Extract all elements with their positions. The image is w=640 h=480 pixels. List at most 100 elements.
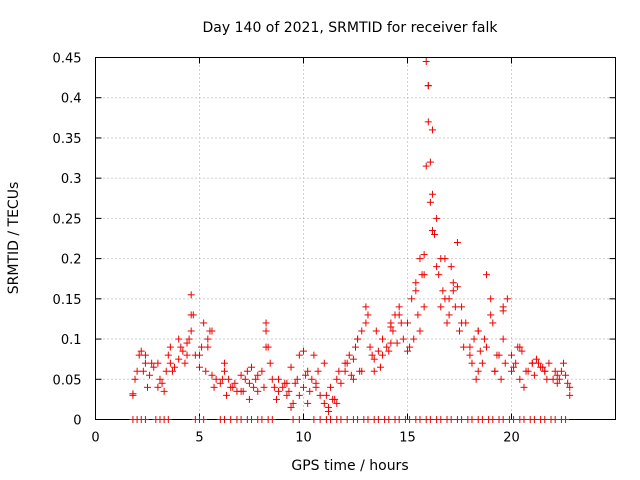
data-point: [133, 367, 141, 375]
data-point: [248, 416, 255, 423]
data-point: [306, 387, 314, 395]
data-point: [200, 319, 208, 327]
data-point: [131, 375, 139, 383]
data-point: [428, 126, 436, 134]
data-point: [268, 375, 276, 383]
data-point: [374, 347, 382, 355]
data-point: [250, 383, 258, 391]
data-point: [270, 383, 278, 391]
data-point: [379, 351, 387, 359]
data-point: [333, 399, 341, 407]
data-point: [171, 363, 179, 371]
data-point: [291, 379, 299, 387]
data-point: [175, 355, 183, 363]
data-point: [387, 339, 395, 347]
data-point: [428, 226, 436, 234]
data-point: [478, 359, 486, 367]
data-point: [300, 347, 307, 355]
data-point: [404, 319, 411, 327]
data-point: [424, 118, 432, 126]
data-point: [295, 391, 303, 399]
data-point: [177, 343, 185, 351]
data-point: [412, 279, 420, 287]
data-point: [443, 319, 451, 327]
data-point: [347, 371, 355, 379]
data-point: [553, 371, 561, 379]
data-point: [460, 343, 468, 351]
data-point: [327, 383, 335, 391]
data-point: [304, 367, 312, 375]
data-point: [310, 351, 318, 359]
data-point: [258, 416, 266, 423]
data-point: [426, 416, 434, 423]
data-point: [487, 311, 495, 319]
data-point: [275, 375, 283, 383]
data-point: [376, 363, 384, 371]
data-point: [562, 371, 570, 379]
data-point: [497, 375, 505, 383]
data-point: [499, 307, 507, 315]
data-point: [491, 367, 499, 375]
data-point: [335, 367, 343, 375]
data-point: [451, 303, 459, 311]
data-point: [395, 311, 403, 319]
data-point: [275, 387, 283, 395]
data-point: [449, 287, 457, 295]
data-point: [320, 359, 328, 367]
data-point: [487, 295, 495, 303]
data-point: [368, 351, 376, 359]
data-point: [289, 416, 297, 423]
data-point: [499, 416, 507, 423]
data-point: [154, 359, 162, 367]
data-point: [295, 416, 303, 423]
data-point: [139, 367, 147, 375]
y-tick-label: 0.15: [53, 293, 82, 308]
data-point: [187, 291, 195, 299]
data-point: [566, 383, 574, 391]
data-point: [141, 351, 149, 359]
data-point: [385, 347, 393, 355]
data-point: [148, 359, 156, 367]
data-point: [420, 303, 428, 311]
data-point: [364, 311, 372, 319]
y-tick-label: 0.45: [53, 52, 82, 67]
data-points: [129, 58, 574, 423]
data-point: [541, 416, 549, 423]
data-point: [406, 416, 414, 423]
y-axis-title: SRMTID / TECUs: [6, 182, 22, 295]
data-point: [503, 295, 511, 303]
plot-frame: [95, 57, 616, 420]
data-point: [424, 82, 432, 90]
data-point: [510, 416, 518, 423]
data-point: [237, 416, 245, 423]
data-point: [468, 416, 476, 423]
data-point: [449, 279, 457, 287]
data-point: [428, 190, 436, 198]
data-point: [254, 387, 262, 395]
data-point: [535, 359, 543, 367]
data-point: [150, 363, 158, 371]
data-point: [560, 359, 567, 367]
data-point: [508, 367, 515, 375]
data-point: [453, 239, 461, 247]
data-point: [416, 255, 424, 263]
data-point: [549, 375, 557, 383]
data-point: [458, 416, 466, 423]
data-point: [220, 359, 228, 367]
data-point: [187, 311, 195, 319]
data-point: [324, 403, 332, 411]
data-point: [370, 367, 378, 375]
data-point: [289, 399, 297, 407]
data-point: [431, 230, 439, 238]
data-point: [522, 367, 530, 375]
data-point: [245, 379, 253, 387]
data-point: [302, 371, 310, 379]
data-point: [385, 416, 393, 423]
data-point: [447, 263, 455, 271]
data-point: [445, 311, 453, 319]
data-point: [293, 375, 301, 383]
data-point: [453, 283, 461, 291]
data-point: [364, 416, 372, 423]
x-axis-title: GPS time / hours: [291, 458, 408, 474]
data-point: [489, 416, 497, 423]
